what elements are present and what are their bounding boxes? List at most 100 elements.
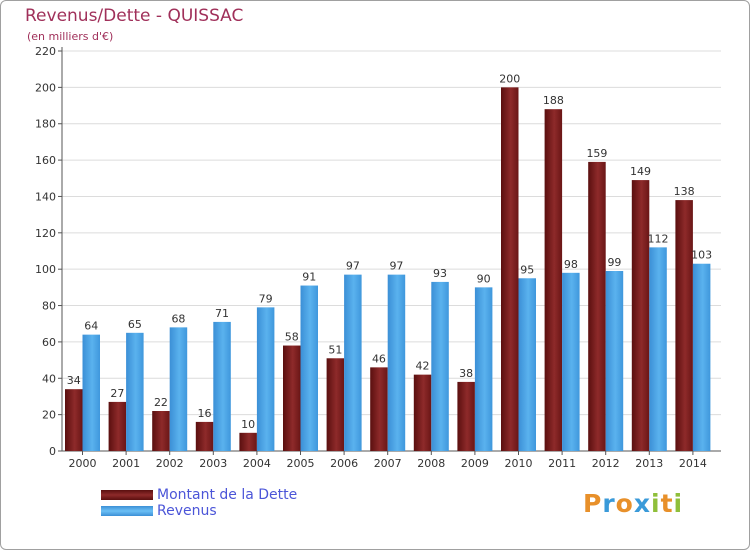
bar-revenus: [605, 271, 624, 451]
data-label-revenus: 97: [389, 260, 403, 273]
legend-item-revenus: Revenus: [101, 503, 297, 519]
data-label-revenus: 97: [346, 260, 360, 273]
y-tick-label: 40: [42, 372, 56, 385]
bar-revenus: [692, 263, 711, 451]
legend-item-debt: Montant de la Dette: [101, 487, 297, 503]
bar-revenus: [256, 307, 275, 451]
data-label-debt: 16: [198, 407, 212, 420]
bar-debt: [108, 401, 127, 451]
bar-revenus: [562, 272, 580, 451]
x-tick-label: 2006: [330, 457, 358, 470]
data-label-debt: 200: [499, 72, 520, 85]
data-label-revenus: 65: [128, 318, 142, 331]
bar-revenus: [213, 321, 231, 451]
bar-debt: [588, 161, 606, 451]
y-tick-label: 140: [35, 190, 56, 203]
data-label-debt: 149: [630, 165, 651, 178]
data-label-revenus: 79: [259, 292, 273, 305]
y-tick-label: 20: [42, 409, 56, 422]
logo-letter: i: [651, 489, 661, 518]
data-label-revenus: 93: [433, 267, 447, 280]
data-label-debt: 188: [543, 94, 564, 107]
logo-letter: P: [583, 489, 603, 518]
legend-label-debt: Montant de la Dette: [157, 487, 298, 503]
logo-letter: i: [673, 489, 684, 518]
data-label-debt: 46: [372, 352, 386, 365]
bar-debt: [239, 432, 257, 451]
logo-letter: o: [615, 489, 634, 518]
data-label-revenus: 98: [564, 258, 578, 271]
chart-title: Revenus/Dette - QUISSAC: [25, 6, 244, 26]
data-label-revenus: 64: [84, 320, 98, 333]
y-tick-label: 100: [35, 263, 56, 276]
bar-revenus: [344, 274, 362, 451]
x-tick-label: 2000: [69, 457, 97, 470]
x-tick-label: 2013: [635, 457, 663, 470]
x-tick-label: 2012: [592, 457, 620, 470]
chart-subtitle: (en milliers d'€): [27, 30, 114, 43]
bar-revenus: [474, 287, 493, 451]
bar-debt: [675, 200, 693, 451]
data-label-debt: 138: [674, 185, 695, 198]
data-label-debt: 34: [67, 374, 81, 387]
bar-debt: [457, 381, 475, 451]
proxiti-logo: Proxiti: [583, 489, 683, 518]
y-tick-label: 220: [35, 45, 56, 58]
bar-debt: [326, 358, 345, 451]
data-label-revenus: 95: [520, 263, 534, 276]
x-tick-label: 2009: [461, 457, 489, 470]
bar-debt: [544, 109, 563, 451]
y-tick-label: 200: [35, 81, 56, 94]
bar-revenus: [300, 285, 318, 451]
data-label-revenus: 99: [607, 256, 621, 269]
y-tick-label: 60: [42, 336, 56, 349]
bar-debt: [283, 345, 301, 451]
legend-swatch-revenus: [101, 506, 153, 516]
bar-debt: [65, 389, 83, 451]
data-label-debt: 58: [285, 331, 299, 344]
data-label-debt: 51: [328, 343, 342, 356]
bar-debt: [195, 421, 214, 451]
data-label-revenus: 68: [171, 312, 185, 325]
x-tick-label: 2008: [417, 457, 445, 470]
bar-debt: [370, 367, 388, 451]
bar-revenus: [126, 332, 144, 451]
x-tick-label: 2014: [679, 457, 707, 470]
bar-revenus: [649, 247, 667, 451]
logo-letter: r: [602, 489, 616, 518]
bar-revenus: [431, 281, 449, 451]
legend-swatch-debt: [101, 490, 153, 500]
data-label-debt: 10: [241, 418, 255, 431]
x-tick-label: 2004: [243, 457, 271, 470]
data-label-debt: 22: [154, 396, 168, 409]
bar-debt: [631, 180, 650, 451]
x-tick-label: 2010: [505, 457, 533, 470]
data-label-revenus: 112: [648, 232, 669, 245]
bar-revenus: [169, 327, 188, 451]
bar-revenus: [387, 274, 406, 451]
logo-letter: x: [633, 489, 651, 518]
data-label-debt: 27: [110, 387, 124, 400]
data-label-debt: 38: [459, 367, 473, 380]
x-tick-label: 2005: [287, 457, 315, 470]
data-label-debt: 42: [416, 360, 430, 373]
bar-debt: [413, 374, 432, 451]
x-tick-label: 2011: [548, 457, 576, 470]
y-tick-label: 80: [42, 300, 56, 313]
x-tick-label: 2007: [374, 457, 402, 470]
data-label-revenus: 71: [215, 307, 229, 320]
data-label-debt: 159: [586, 147, 607, 160]
x-tick-label: 2002: [156, 457, 184, 470]
data-label-revenus: 91: [302, 271, 316, 284]
y-tick-label: 0: [49, 445, 56, 458]
logo-letter: t: [660, 489, 674, 518]
legend: Montant de la Dette Revenus: [101, 487, 297, 519]
bar-revenus: [82, 334, 100, 451]
bar-debt: [501, 87, 519, 451]
x-tick-label: 2003: [199, 457, 227, 470]
bar-debt: [152, 411, 170, 451]
x-tick-label: 2001: [112, 457, 140, 470]
bar-revenus: [518, 278, 536, 451]
